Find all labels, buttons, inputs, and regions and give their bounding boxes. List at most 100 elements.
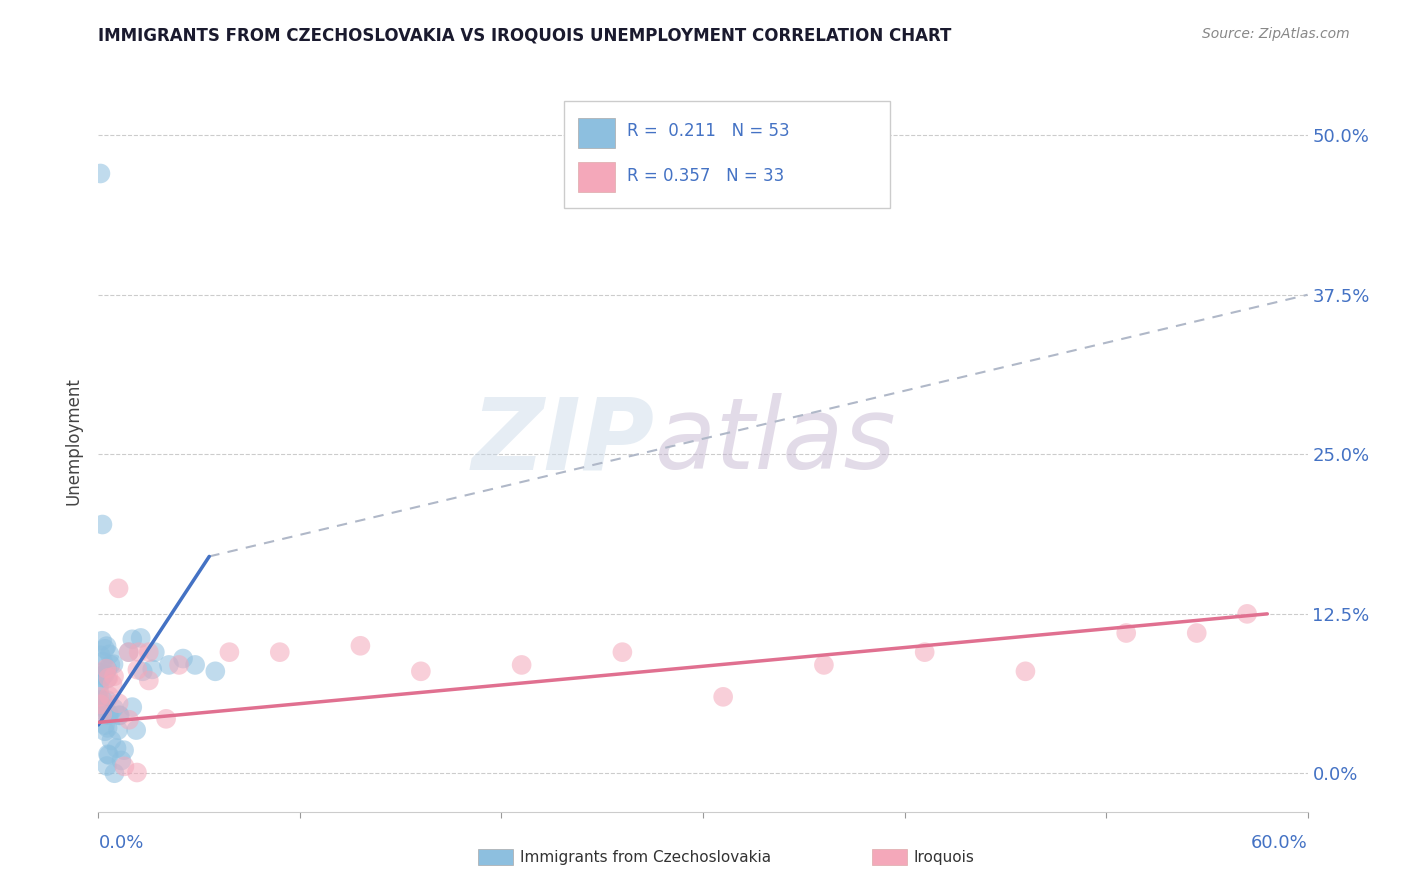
- Point: [97, 721, 120, 735]
- Point: [96, 693, 118, 707]
- Point: [118, 713, 141, 727]
- Point: [97, 747, 120, 762]
- Point: [1185, 626, 1208, 640]
- Text: IMMIGRANTS FROM CZECHOSLOVAKIA VS IROQUOIS UNEMPLOYMENT CORRELATION CHART: IMMIGRANTS FROM CZECHOSLOVAKIA VS IROQUO…: [98, 27, 952, 45]
- Point: [97, 671, 120, 685]
- Point: [89, 698, 111, 712]
- Point: [172, 651, 194, 665]
- Text: R =  0.211   N = 53: R = 0.211 N = 53: [627, 122, 789, 140]
- Point: [89, 648, 111, 663]
- Point: [97, 708, 120, 723]
- Point: [128, 645, 150, 659]
- Point: [112, 759, 135, 773]
- Point: [138, 645, 160, 659]
- Point: [94, 666, 117, 681]
- Point: [269, 645, 291, 659]
- Y-axis label: Unemployment: Unemployment: [65, 377, 83, 506]
- Point: [108, 708, 131, 723]
- Point: [125, 765, 148, 780]
- Bar: [578, 162, 614, 192]
- Point: [98, 648, 121, 662]
- Point: [91, 693, 114, 707]
- Point: [112, 743, 135, 757]
- Point: [612, 645, 634, 659]
- Point: [1236, 607, 1258, 621]
- Point: [89, 693, 111, 707]
- Point: [813, 657, 835, 672]
- Point: [143, 645, 166, 659]
- Point: [132, 665, 155, 679]
- Point: [121, 700, 143, 714]
- Text: R = 0.357   N = 33: R = 0.357 N = 33: [627, 167, 785, 185]
- Text: ZIP: ZIP: [471, 393, 655, 490]
- Point: [96, 639, 118, 653]
- Point: [93, 704, 115, 718]
- Point: [89, 690, 111, 704]
- Point: [167, 657, 190, 672]
- Text: atlas: atlas: [655, 393, 896, 490]
- Point: [103, 657, 125, 672]
- Point: [914, 645, 936, 659]
- Point: [107, 723, 129, 737]
- Point: [349, 639, 371, 653]
- Point: [105, 741, 128, 756]
- Point: [96, 759, 118, 773]
- Point: [97, 747, 120, 762]
- Point: [101, 677, 124, 691]
- Point: [138, 673, 160, 688]
- Point: [89, 677, 111, 691]
- Point: [89, 665, 111, 680]
- Point: [118, 645, 141, 659]
- Text: 0.0%: 0.0%: [98, 834, 143, 852]
- Text: Source: ZipAtlas.com: Source: ZipAtlas.com: [1202, 27, 1350, 41]
- Point: [100, 733, 122, 747]
- Point: [97, 706, 120, 721]
- Point: [204, 665, 226, 679]
- Point: [218, 645, 240, 659]
- Point: [157, 657, 180, 672]
- Point: [96, 672, 118, 686]
- Point: [107, 582, 129, 596]
- Point: [184, 657, 207, 672]
- Point: [125, 723, 148, 737]
- Point: [141, 662, 163, 676]
- Point: [510, 657, 533, 672]
- Point: [1014, 665, 1036, 679]
- Point: [91, 633, 114, 648]
- Point: [103, 669, 125, 683]
- Point: [96, 662, 118, 676]
- Point: [90, 698, 112, 713]
- Point: [91, 517, 114, 532]
- Point: [103, 701, 125, 715]
- Point: [110, 754, 132, 768]
- Point: [98, 689, 121, 703]
- Point: [94, 724, 117, 739]
- Point: [87, 683, 110, 698]
- Point: [107, 696, 129, 710]
- Text: Immigrants from Czechoslovakia: Immigrants from Czechoslovakia: [520, 850, 772, 864]
- Point: [96, 662, 118, 676]
- Text: 60.0%: 60.0%: [1251, 834, 1308, 852]
- Point: [89, 166, 111, 180]
- Point: [1115, 626, 1137, 640]
- Point: [94, 718, 117, 732]
- Point: [127, 663, 149, 677]
- Point: [90, 671, 112, 685]
- Point: [711, 690, 734, 704]
- Point: [91, 655, 114, 669]
- Point: [93, 702, 115, 716]
- Text: Iroquois: Iroquois: [914, 850, 974, 864]
- Point: [91, 707, 114, 722]
- Point: [100, 657, 122, 672]
- Point: [129, 631, 152, 645]
- Point: [94, 641, 117, 656]
- Point: [91, 668, 114, 682]
- FancyBboxPatch shape: [564, 101, 890, 209]
- Point: [409, 665, 432, 679]
- Point: [103, 766, 125, 780]
- Point: [121, 632, 143, 647]
- Point: [118, 645, 141, 659]
- Point: [108, 708, 131, 723]
- Bar: [578, 118, 614, 147]
- Point: [98, 707, 121, 722]
